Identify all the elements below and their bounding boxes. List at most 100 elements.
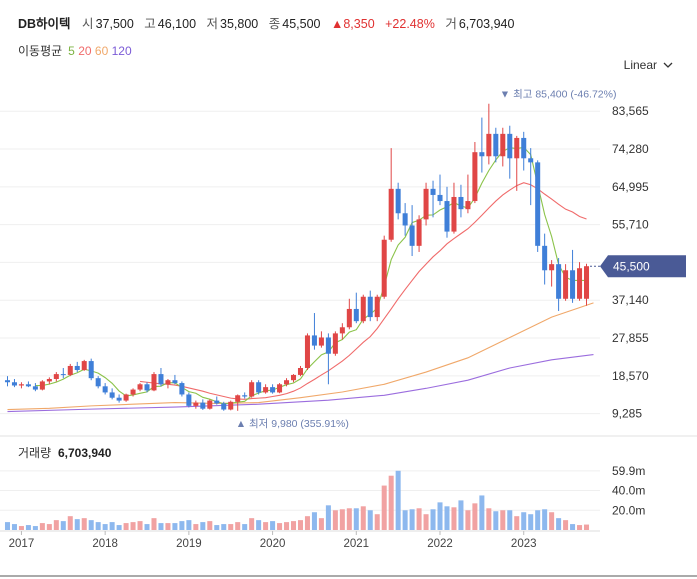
volume-bar	[88, 520, 94, 530]
candle	[39, 380, 45, 391]
max-price-annotation: ▼ 최고 85,400 (-46.72%)	[500, 89, 617, 101]
y-tick-label: 83,565	[612, 104, 649, 118]
candle-body	[102, 386, 108, 393]
candle	[74, 361, 80, 373]
volume-bar	[179, 521, 185, 530]
candle	[444, 186, 450, 238]
candle	[4, 376, 10, 387]
volume-bar	[353, 508, 359, 530]
candle-body	[486, 133, 492, 157]
candle	[25, 381, 31, 388]
candle-body	[493, 133, 499, 157]
candle	[493, 127, 499, 163]
volume-bar	[395, 470, 401, 530]
candle-body	[395, 188, 401, 214]
candle-body	[249, 382, 255, 397]
candle-body	[60, 374, 66, 376]
candle-body	[297, 367, 303, 375]
candle-body	[284, 380, 290, 385]
volume-bar	[563, 520, 569, 530]
candle-body	[507, 133, 513, 159]
volume-bar	[339, 509, 345, 530]
candle	[53, 372, 59, 382]
candle-body	[423, 188, 429, 220]
candle	[235, 394, 241, 411]
stock-name: DB하이텍	[18, 17, 71, 31]
candle-body	[67, 365, 73, 375]
candle	[549, 260, 555, 287]
candle-body	[388, 188, 394, 240]
volume-bars	[4, 470, 590, 530]
candle	[507, 125, 513, 179]
candle-body	[339, 327, 345, 334]
y-tick-label: 74,280	[612, 142, 649, 156]
candle-body	[277, 384, 283, 393]
candle	[60, 367, 66, 379]
candle	[325, 333, 331, 385]
x-tick-label: 2023	[511, 538, 537, 550]
ma-120-label[interactable]: 120	[111, 44, 132, 58]
candle	[528, 148, 534, 206]
candle-body	[242, 395, 248, 397]
candle	[451, 182, 457, 234]
candle	[221, 401, 227, 411]
candle-body	[563, 270, 569, 299]
candle	[165, 378, 171, 389]
ma-5-line	[35, 146, 587, 405]
ma-5-label[interactable]: 5	[68, 44, 75, 58]
volume-tick-label: 40.0m	[612, 484, 645, 498]
volume-bar	[479, 495, 485, 530]
volume-bar	[577, 525, 583, 530]
candle-body	[500, 133, 506, 157]
moving-average-title[interactable]: 이동평균	[18, 44, 63, 58]
price-header: DB하이텍 시 37,500 고 46,100 저 35,800 종 45,500 ▲8…	[18, 13, 521, 32]
volume-bar	[367, 510, 373, 530]
x-tick-label: 2017	[9, 538, 35, 550]
candle-body	[116, 397, 122, 401]
volume-bar	[451, 507, 457, 530]
scale-selector[interactable]: Linear	[624, 58, 673, 72]
candle-body	[193, 402, 199, 406]
candle	[109, 388, 115, 400]
candle	[521, 131, 527, 171]
change-value: 8,350	[343, 17, 375, 31]
candle	[472, 142, 478, 204]
volume-bar	[325, 505, 331, 530]
candle-body	[53, 374, 59, 379]
candle	[465, 174, 471, 214]
ma-20-label[interactable]: 20	[78, 44, 92, 58]
candle-body	[144, 384, 150, 391]
time-axis: 2017 2018 2019 2020 2021 2022 2023	[9, 531, 537, 550]
volume-bar	[542, 509, 548, 530]
volume-bar	[109, 522, 115, 530]
candle	[402, 203, 408, 236]
y-tick-label: 37,140	[612, 293, 649, 307]
candle	[388, 148, 394, 242]
candle	[95, 376, 101, 389]
candle-body	[207, 400, 213, 409]
candle	[360, 294, 366, 324]
volume-bar	[4, 522, 10, 530]
candle-body	[221, 403, 227, 410]
volume-bar	[151, 518, 157, 530]
open-label: 시	[82, 17, 94, 31]
candle-body	[123, 394, 129, 401]
candlestick-series	[4, 103, 590, 411]
candle	[542, 233, 548, 285]
candle-body	[325, 337, 331, 354]
candle-body	[263, 387, 269, 393]
volume-bar	[535, 510, 541, 530]
candle-body	[584, 266, 590, 299]
change-percent: +22.48%	[385, 17, 435, 31]
candle	[339, 323, 345, 340]
candle-body	[416, 219, 422, 246]
candle	[102, 383, 108, 395]
volume-bar	[11, 524, 17, 530]
candle-body	[158, 374, 164, 385]
volume-bar	[430, 509, 436, 530]
candle-body	[137, 384, 143, 390]
volume-bar	[242, 524, 248, 530]
candle	[200, 399, 206, 410]
ma-60-label[interactable]: 60	[94, 44, 109, 58]
